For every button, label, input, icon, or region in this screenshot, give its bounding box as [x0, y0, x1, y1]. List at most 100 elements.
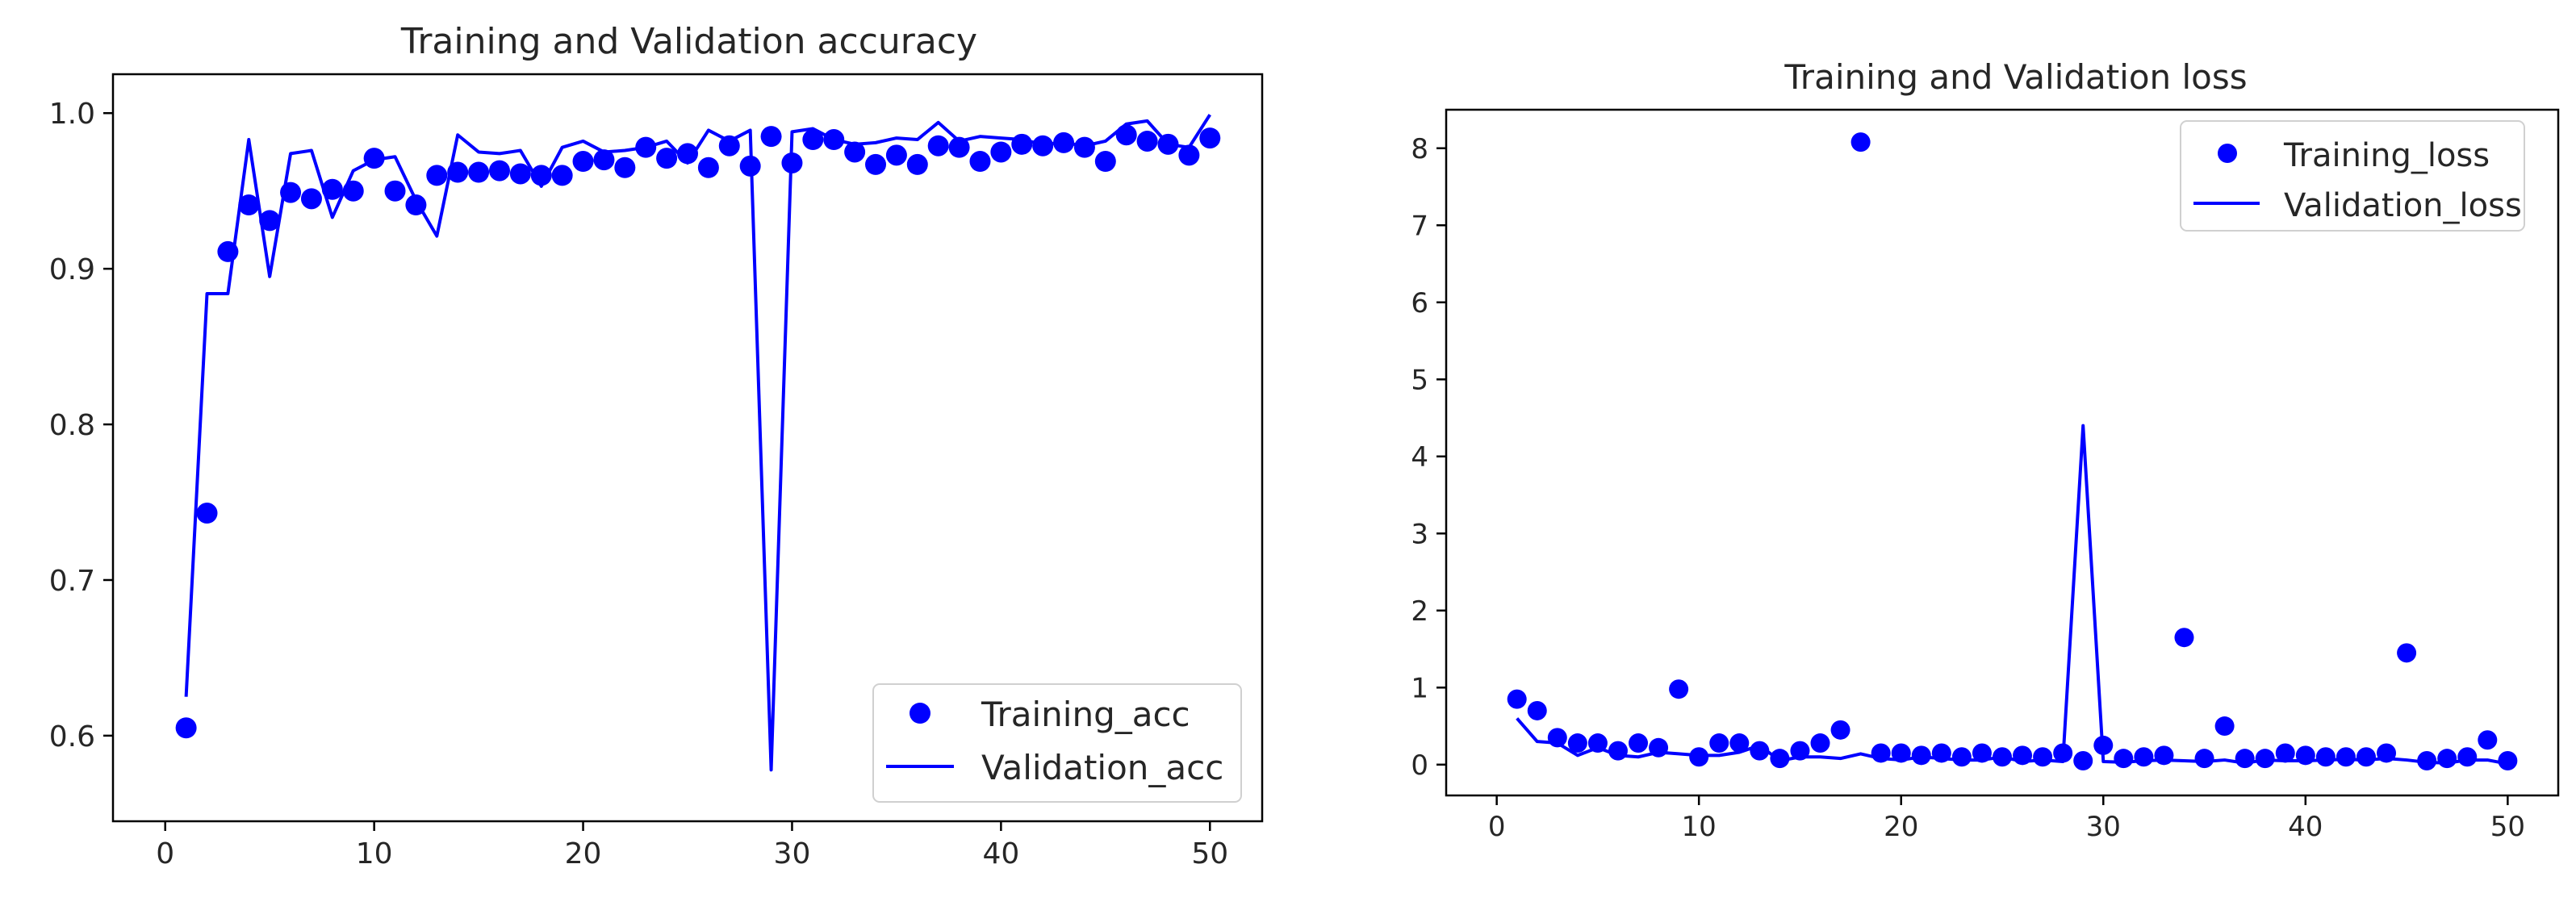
training-acc-point — [217, 240, 239, 262]
training-acc-point — [1073, 136, 1095, 158]
training-loss-point — [2397, 643, 2417, 663]
training-acc-point — [885, 144, 907, 166]
loss-chart: Training and Validation loss 0 10 20 30 40 50… — [1411, 57, 2560, 843]
training-loss-point — [1972, 743, 1992, 763]
loss-x-tick-label: 50 — [2490, 811, 2525, 843]
training-loss-point — [2033, 747, 2053, 767]
training-loss-point — [1608, 741, 1628, 761]
training-acc-point — [447, 161, 469, 183]
accuracy-x-tick-label: 20 — [565, 837, 602, 870]
training-acc-point — [865, 153, 887, 175]
training-loss-point — [1931, 743, 1951, 763]
training-loss-point — [2154, 745, 2174, 766]
training-loss-point — [2417, 751, 2437, 771]
loss-x-tick-label: 40 — [2288, 811, 2323, 843]
training-loss-point — [2174, 628, 2194, 648]
accuracy-x-tick-label: 10 — [356, 837, 393, 870]
training-acc-point — [384, 180, 406, 202]
training-loss-point — [2315, 747, 2336, 767]
accuracy-series-group — [175, 114, 1221, 772]
accuracy-x-tick-label: 0 — [156, 837, 174, 870]
training-acc-point — [1157, 133, 1179, 155]
training-loss-point — [2457, 747, 2478, 767]
legend-label-training-acc: Training_acc — [981, 695, 1190, 734]
loss-y-tick-label: 7 — [1411, 210, 1428, 242]
loss-y-tick-label: 2 — [1411, 595, 1428, 628]
training-acc-point — [280, 182, 302, 203]
training-loss-point — [1810, 733, 1830, 753]
training-acc-point — [1136, 130, 1158, 152]
training-loss-point — [2356, 747, 2376, 767]
training-acc-point — [468, 161, 490, 183]
training-loss-point — [1629, 733, 1649, 753]
training-loss-point — [1993, 747, 2012, 767]
training-acc-point — [906, 153, 928, 175]
loss-legend: Training_loss Validation_loss — [2180, 120, 2525, 232]
training-acc-point — [342, 180, 364, 202]
training-acc-point — [927, 135, 949, 157]
loss-y-tick-label: 0 — [1411, 749, 1428, 782]
training-acc-point — [196, 503, 218, 524]
training-acc-point — [593, 149, 615, 171]
training-acc-point — [300, 188, 322, 210]
training-acc-point — [405, 194, 427, 216]
training-loss-point — [1871, 743, 1891, 763]
accuracy-y-tick-label: 0.8 — [49, 409, 95, 442]
training-loss-point — [2053, 743, 2073, 763]
training-acc-point — [1032, 135, 1054, 157]
legend-dot-marker — [2218, 144, 2237, 163]
training-loss-point — [2073, 751, 2093, 771]
loss-y-tick-label: 1 — [1411, 673, 1428, 705]
training-loss-point — [1547, 728, 1567, 748]
training-loss-point — [1729, 733, 1750, 753]
training-loss-point — [2255, 749, 2275, 769]
training-loss-point — [2093, 735, 2114, 755]
training-loss-point — [1911, 745, 1931, 766]
loss-y-tick-label: 4 — [1411, 441, 1428, 474]
training-loss-point — [1830, 720, 1850, 740]
training-acc-point — [635, 136, 657, 158]
training-acc-point — [1199, 127, 1221, 149]
validation-loss-line — [1516, 424, 2508, 766]
legend-label-validation-acc: Validation_acc — [981, 748, 1223, 787]
accuracy-x-tick-label: 30 — [774, 837, 811, 870]
loss-x-tick-label: 20 — [1884, 811, 1918, 843]
training-loss-point — [2498, 751, 2518, 771]
training-loss-point — [2134, 747, 2154, 767]
training-loss-point — [2295, 745, 2315, 766]
training-loss-point — [2478, 730, 2498, 750]
training-loss-point — [1649, 737, 1669, 758]
legend-frame — [872, 683, 1242, 803]
validation-acc-line — [184, 114, 1211, 772]
training-acc-point — [259, 210, 281, 232]
training-acc-point — [426, 165, 448, 186]
training-loss-point — [1850, 132, 1871, 152]
training-acc-point — [363, 148, 385, 169]
training-acc-point — [1011, 133, 1033, 155]
accuracy-y-tick-label: 0.7 — [49, 565, 95, 598]
accuracy-y-tick-label: 0.6 — [49, 720, 95, 753]
loss-chart-title: Training and Validation loss — [1784, 57, 2247, 97]
training-loss-point — [2336, 747, 2356, 767]
training-acc-point — [509, 163, 531, 185]
legend-label-training-loss: Training_loss — [2283, 137, 2490, 174]
training-loss-point — [1750, 741, 1770, 761]
training-loss-point — [2214, 716, 2235, 737]
training-loss-point — [1507, 689, 1527, 709]
loss-x-tick-label: 0 — [1488, 811, 1506, 843]
accuracy-x-tick-label: 50 — [1191, 837, 1228, 870]
training-loss-point — [2377, 743, 2397, 763]
training-acc-point — [614, 157, 636, 178]
training-acc-point — [697, 157, 719, 178]
loss-x-tick-label: 30 — [2086, 811, 2121, 843]
training-acc-point — [781, 152, 803, 173]
training-acc-point — [948, 136, 970, 158]
legend-frame — [2180, 120, 2525, 232]
training-loss-point — [1587, 733, 1608, 753]
training-acc-point — [656, 148, 678, 169]
accuracy-y-tick-label: 0.9 — [49, 253, 95, 286]
training-acc-point — [802, 129, 824, 151]
accuracy-x-tick-label: 40 — [982, 837, 1019, 870]
accuracy-axes-frame — [111, 73, 1264, 823]
training-acc-point — [990, 141, 1012, 163]
